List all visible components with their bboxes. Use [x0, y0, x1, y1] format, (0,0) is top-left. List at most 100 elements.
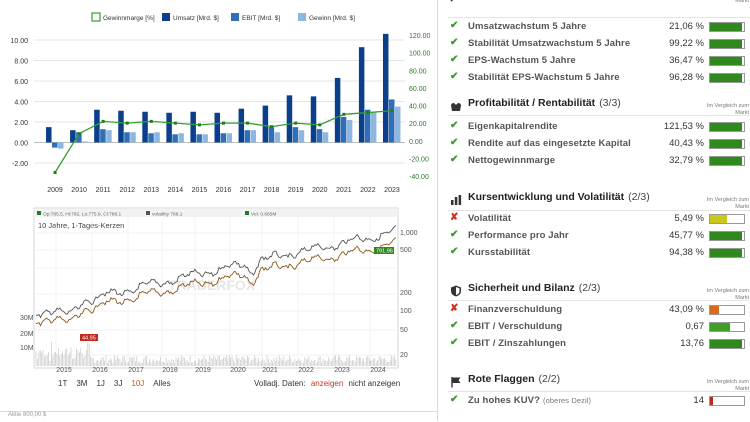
- metric-row[interactable]: ✘ Volatilität 5,49 %: [438, 210, 750, 227]
- legend-label: Gewinn [Mrd. $]: [309, 15, 355, 22]
- range-alles[interactable]: Alles: [153, 379, 171, 388]
- x-tick: 2012: [119, 187, 135, 194]
- metric-row[interactable]: ✔ Eigenkapitalrendite 121,53 %: [438, 118, 750, 135]
- metric-label-text: Stabilität Umsatzwachstum 5 Jahre: [468, 38, 631, 49]
- show-adjusted-link[interactable]: anzeigen: [310, 379, 344, 388]
- bar: [124, 132, 130, 143]
- price-line-adjusted: [35, 225, 397, 319]
- check-icon: ✔: [450, 394, 459, 405]
- metric-label: Finanzverschuldung: [468, 304, 562, 315]
- metric-row[interactable]: ✔ EBIT / Verschuldung 0,67: [438, 318, 750, 335]
- bar: [172, 134, 178, 143]
- bar: [364, 109, 371, 143]
- metric-label-text: Stabilität EPS-Wachstum 5 Jahre: [468, 72, 620, 83]
- section-count: (3/3): [599, 97, 621, 109]
- y-left-tick: 4.00: [14, 100, 28, 107]
- bar: [340, 116, 347, 143]
- metric-label-text: Nettogewinnmarge: [468, 155, 556, 166]
- range-3j[interactable]: 3J: [113, 379, 123, 388]
- metric-label-text: EBIT / Zinszahlungen: [468, 338, 567, 349]
- metric-label: EPS-Wachstum 5 Jahre: [468, 55, 576, 66]
- price-subtitle: 10 Jahre, 1-Tages-Kerzen: [38, 221, 124, 230]
- metric-row[interactable]: ✔ Stabilität EPS-Wachstum 5 Jahre 96,28 %: [438, 69, 750, 86]
- metric-label: Zu hohes KUV? (oberes Dezil): [468, 395, 591, 406]
- bar: [70, 130, 76, 143]
- metric-value: 14: [693, 395, 704, 406]
- y-left-tick: -2.00: [12, 161, 28, 168]
- check-icon: ✔: [450, 154, 459, 165]
- metric-label: Stabilität Umsatzwachstum 5 Jahre: [468, 38, 630, 49]
- x-tick: 2016: [216, 187, 232, 194]
- metric-value: 21,06 %: [669, 21, 704, 32]
- score-bar: [709, 231, 745, 241]
- price-line: [35, 237, 397, 327]
- section-title-text: Rote Flaggen: [468, 373, 535, 385]
- metric-row[interactable]: ✔ EBIT / Zinszahlungen 13,76: [438, 335, 750, 352]
- last-price-label: 791.96: [376, 249, 393, 255]
- adjusted-data-toggle: Volladj. Daten: anzeigen nicht anzeigen: [254, 379, 400, 388]
- metric-value: 5,49 %: [674, 213, 704, 224]
- metric-label-text: Zu hohes KUV?: [468, 395, 541, 406]
- footer-strip: Aktie 800,00 $: [0, 411, 445, 422]
- legend-swatch: [231, 13, 239, 21]
- check-icon: ✔: [450, 229, 459, 240]
- section-title-text: Kursentwicklung und Volatilität: [468, 191, 625, 203]
- score-bar: [709, 139, 745, 149]
- section-separator: [448, 300, 750, 301]
- bar: [316, 129, 323, 143]
- metric-row[interactable]: ✔ Nettogewinnmarge 32,79 %: [438, 152, 750, 169]
- metric-row[interactable]: ✘ Finanzverschuldung 43,09 %: [438, 301, 750, 318]
- metric-row[interactable]: ✔ Rendite auf das eingesetzte Kapital 40,4…: [438, 135, 750, 152]
- metric-label: Volatilität: [468, 213, 511, 224]
- x-tick: 2020: [312, 187, 328, 194]
- metric-row[interactable]: ✔ Zu hohes KUV? (oberes Dezil) 14: [438, 392, 750, 409]
- bar: [148, 133, 154, 143]
- hide-adjusted-link[interactable]: nicht anzeigen: [348, 379, 401, 388]
- range-3m[interactable]: 3M: [76, 379, 88, 388]
- bar: [46, 127, 52, 143]
- info-bar: [34, 209, 398, 217]
- info-text: volatility 788.1: [152, 212, 183, 218]
- metric-row[interactable]: ✔ Umsatzwachstum 5 Jahre 21,06 %: [438, 18, 750, 35]
- compare-label: Im Vergleich zum Markt: [706, 197, 749, 210]
- metric-label-text: Rendite auf das eingesetzte Kapital: [468, 138, 631, 149]
- range-1j[interactable]: 1J: [96, 379, 105, 388]
- x-tick: 2013: [144, 187, 160, 194]
- bar: [118, 110, 124, 143]
- score-bar-fill: [710, 23, 743, 31]
- price-y-tick: 20: [400, 352, 408, 359]
- price-y-tick: 50: [400, 327, 408, 334]
- section-count: (2/3): [628, 191, 650, 203]
- range-10j[interactable]: 10J: [131, 379, 145, 388]
- info-swatch: [146, 211, 150, 215]
- bar: [298, 130, 305, 143]
- metric-row[interactable]: ✔ Kursstabilität 94,38 %: [438, 244, 750, 261]
- price-x-tick: 2023: [334, 367, 350, 374]
- score-bar: [709, 214, 745, 224]
- metric-label-text: Eigenkapitalrendite: [468, 121, 558, 132]
- check-icon: ✔: [450, 120, 459, 131]
- metric-row[interactable]: ✔ EPS-Wachstum 5 Jahre 36,47 %: [438, 52, 750, 69]
- range-1t[interactable]: 1T: [58, 379, 68, 388]
- metric-label: EBIT / Verschuldung: [468, 321, 562, 332]
- margin-point: [197, 123, 201, 127]
- bar: [220, 133, 226, 143]
- score-bar: [709, 339, 745, 349]
- compare-label: Im Vergleich zum Markt: [735, 0, 749, 4]
- price-x-tick: 2021: [262, 367, 278, 374]
- bar: [178, 133, 184, 143]
- bar: [142, 111, 148, 143]
- metric-row[interactable]: ✔ Stabilität Umsatzwachstum 5 Jahre 99,22 …: [438, 35, 750, 52]
- metric-row[interactable]: ✔ Performance pro Jahr 45,77 %: [438, 227, 750, 244]
- volume-tick: 30M: [20, 315, 34, 322]
- price-x-tick: 2015: [56, 367, 72, 374]
- y-right-tick: 20.00: [409, 121, 427, 128]
- x-tick: 2015: [192, 187, 208, 194]
- metric-label: Stabilität EPS-Wachstum 5 Jahre: [468, 72, 620, 83]
- metric-label: EBIT / Zinszahlungen: [468, 338, 566, 349]
- cross-icon: ✘: [450, 303, 459, 314]
- y-right-tick: 100.00: [409, 51, 431, 58]
- margin-point: [77, 132, 81, 136]
- margin-point: [125, 121, 129, 125]
- section-separator: [448, 115, 750, 116]
